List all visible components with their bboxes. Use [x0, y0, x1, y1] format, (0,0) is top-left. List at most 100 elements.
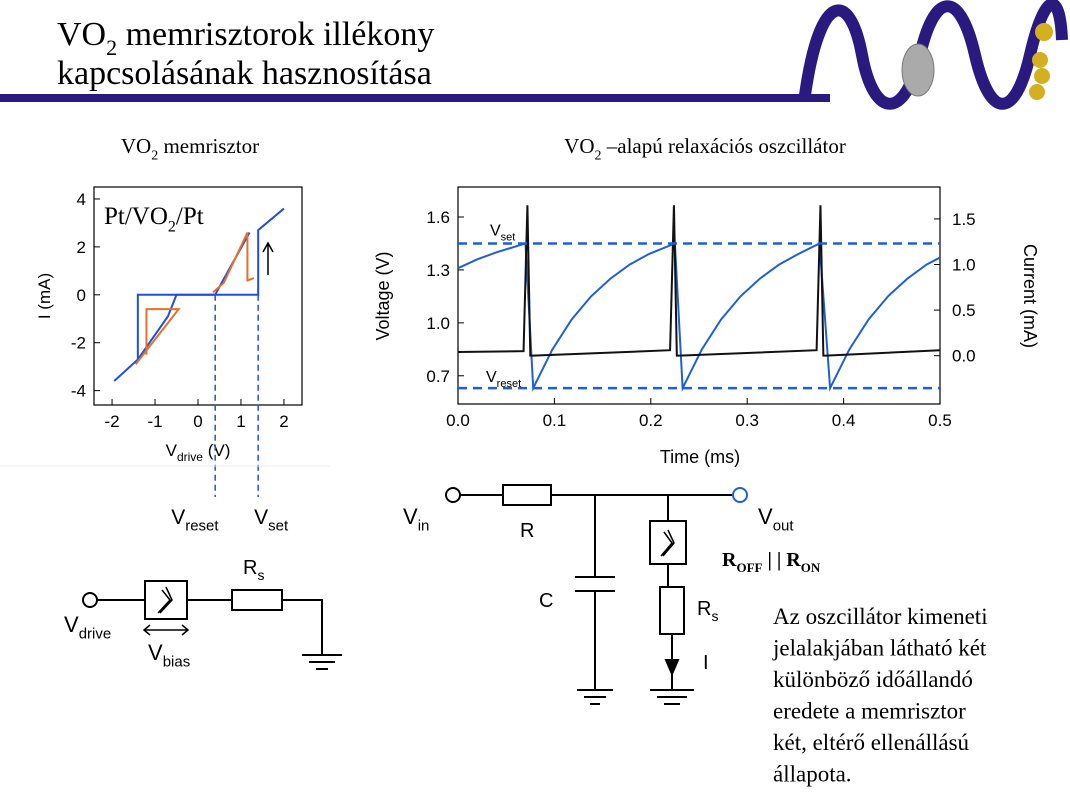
text-part: 2 — [106, 35, 117, 60]
paragraph-line: jelalakjában látható két — [772, 636, 987, 661]
data-line — [134, 308, 181, 365]
text-part: memrisztorok illékony — [117, 16, 434, 53]
text-part: drive — [177, 450, 203, 464]
text-part: Pt/VO — [104, 203, 168, 230]
text-part: V — [403, 504, 418, 529]
paragraph-line: két, eltérő ellenállású — [773, 730, 970, 755]
memristor-symbol — [157, 586, 173, 614]
text-part: 2 — [151, 148, 158, 163]
plot-frame — [457, 186, 941, 405]
x-tick-label: 2 — [279, 412, 288, 431]
text-part: 2 — [168, 219, 176, 236]
y-tick-label: 0.7 — [426, 367, 450, 386]
left-circuit — [82, 580, 342, 670]
text-part: V — [254, 506, 268, 529]
logo-ball — [1034, 68, 1050, 84]
data-line — [457, 241, 941, 392]
x-tick-label: 0.1 — [543, 411, 567, 430]
right-circuit — [445, 484, 748, 705]
text-part: V — [490, 222, 501, 239]
terminal — [732, 487, 748, 503]
text-part: bias — [163, 654, 191, 671]
text-part: OFF — [736, 560, 762, 575]
text-part: drive — [79, 626, 112, 643]
data-line — [457, 205, 941, 357]
x-axis-label: Vdrive (V) — [166, 441, 231, 464]
x-tick-label: 0.0 — [446, 411, 470, 430]
y-tick-label: 1.0 — [426, 314, 450, 333]
y-axis-label: I (mA) — [35, 273, 54, 319]
logo-ball — [1035, 23, 1053, 41]
text-part: ON — [801, 560, 821, 575]
x-tick-label: 0.5 — [928, 411, 952, 430]
ground — [282, 599, 342, 670]
level-label: Vreset — [486, 369, 521, 390]
marker-label: Vset — [254, 506, 289, 534]
circuit-label: Rs — [697, 598, 718, 624]
text-part: (V) — [203, 441, 230, 460]
text-part: | | — [762, 549, 786, 571]
x-tick-label: 0.4 — [832, 411, 856, 430]
text-part: V — [171, 506, 185, 529]
logo-ball — [1032, 52, 1048, 68]
text-part: –alapú relaxációs oszcillátor — [602, 134, 846, 158]
text-part: VO — [564, 134, 594, 158]
memristor-symbol — [660, 529, 675, 557]
capacitor — [575, 495, 615, 705]
y2-tick-label: 1.5 — [952, 210, 976, 229]
text-part: V — [148, 640, 163, 665]
paragraph-line: Az oszcillátor kimeneti — [773, 604, 988, 629]
logo — [799, 0, 1068, 110]
logo-ball — [1029, 84, 1045, 100]
sweep-arrow — [262, 241, 274, 275]
x-tick-label: -1 — [147, 412, 162, 431]
y2-tick-label: 0.5 — [952, 301, 976, 320]
x-tick-label: -2 — [104, 412, 119, 431]
x-tick-label: 0 — [193, 412, 202, 431]
circuit-label: ROFF | | RON — [722, 549, 821, 575]
text-part: /Pt — [176, 203, 204, 230]
y-tick-label: 1.3 — [426, 261, 450, 280]
logo-wave — [799, 0, 1068, 110]
data-line — [212, 232, 255, 294]
logo-nanotube — [901, 43, 935, 97]
bias-arrow — [142, 624, 190, 636]
circuit-label: Vin — [403, 504, 429, 535]
x-tick-label: 0.2 — [639, 411, 663, 430]
text-part: reset — [185, 517, 219, 534]
text-part: s — [711, 608, 718, 624]
heading: VO2 memrisztor — [121, 134, 259, 163]
marker-label: Vreset — [171, 506, 219, 534]
text-part: out — [773, 518, 795, 535]
text-part: V — [166, 441, 178, 460]
text-part: V — [486, 369, 497, 386]
x-tick-label: 0.3 — [735, 411, 759, 430]
text-part: VO — [57, 16, 106, 53]
inset-label: Pt/VO2/Pt — [104, 203, 204, 236]
circuit-label: Rs — [243, 557, 264, 583]
y-tick-label: 2 — [77, 238, 86, 257]
title: kapcsolásának hasznosítása — [57, 55, 432, 92]
text-part: R — [786, 549, 801, 571]
circuit-label: Vbias — [148, 640, 190, 671]
current-arrow — [664, 659, 680, 677]
y-axis-label: Voltage (V) — [373, 251, 393, 340]
circuit-label: R — [520, 520, 534, 542]
text-part: reset — [497, 378, 521, 390]
y-tick-label: -2 — [71, 334, 86, 353]
paragraph-line: állapota. — [773, 762, 852, 787]
title-bar — [0, 94, 830, 102]
text-part: set — [501, 231, 516, 243]
y-tick-label: 4 — [77, 190, 86, 209]
data-line — [137, 232, 251, 361]
text-part: set — [268, 517, 289, 534]
x-tick-label: 1 — [236, 412, 245, 431]
heading: VO2 –alapú relaxációs oszcillátor — [564, 134, 846, 163]
text-part: V — [758, 504, 773, 529]
level-label: Vset — [490, 222, 515, 243]
circuit-label: Vdrive — [64, 612, 111, 643]
text-part: s — [257, 567, 264, 583]
text-part: V — [64, 612, 79, 637]
